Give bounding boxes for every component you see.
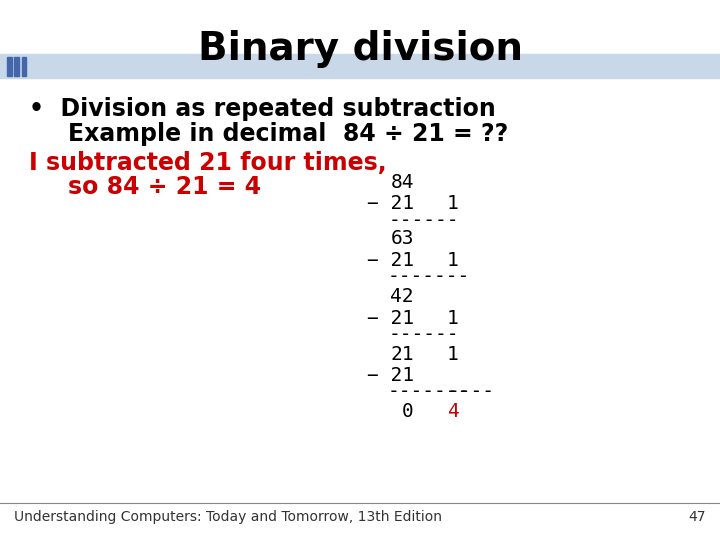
FancyBboxPatch shape xyxy=(14,57,19,76)
Text: Binary division: Binary division xyxy=(197,30,523,68)
Text: − 21: − 21 xyxy=(367,194,414,213)
Text: 21: 21 xyxy=(390,345,414,363)
Text: ------: ------ xyxy=(389,211,459,229)
FancyBboxPatch shape xyxy=(22,57,26,76)
Text: -------: ------- xyxy=(387,267,469,286)
Text: 1: 1 xyxy=(446,309,458,328)
Text: 63: 63 xyxy=(390,230,414,248)
Text: 1: 1 xyxy=(446,251,458,270)
Text: •  Division as repeated subtraction: • Division as repeated subtraction xyxy=(29,97,495,121)
Text: ------: ------ xyxy=(389,325,459,344)
Text: 0: 0 xyxy=(402,402,414,421)
Text: Understanding Computers: Today and Tomorrow, 13th Edition: Understanding Computers: Today and Tomor… xyxy=(14,510,442,524)
Text: Example in decimal  84 ÷ 21 = ??: Example in decimal 84 ÷ 21 = ?? xyxy=(68,122,508,145)
Text: − 21: − 21 xyxy=(367,251,414,270)
Text: 84: 84 xyxy=(390,173,414,192)
FancyBboxPatch shape xyxy=(7,57,12,76)
Text: -------: ------- xyxy=(387,382,469,401)
Text: − 21: − 21 xyxy=(367,309,414,328)
Text: I subtracted 21 four times,: I subtracted 21 four times, xyxy=(29,151,387,175)
Text: so 84 ÷ 21 = 4: so 84 ÷ 21 = 4 xyxy=(68,176,261,199)
Text: 47: 47 xyxy=(688,510,706,524)
Text: 1: 1 xyxy=(446,345,458,363)
Text: 42: 42 xyxy=(390,287,414,306)
Text: 4: 4 xyxy=(448,402,459,421)
Text: − 21: − 21 xyxy=(367,366,414,385)
FancyBboxPatch shape xyxy=(0,54,720,78)
Text: ----: ---- xyxy=(448,382,495,401)
Text: 1: 1 xyxy=(446,194,458,213)
